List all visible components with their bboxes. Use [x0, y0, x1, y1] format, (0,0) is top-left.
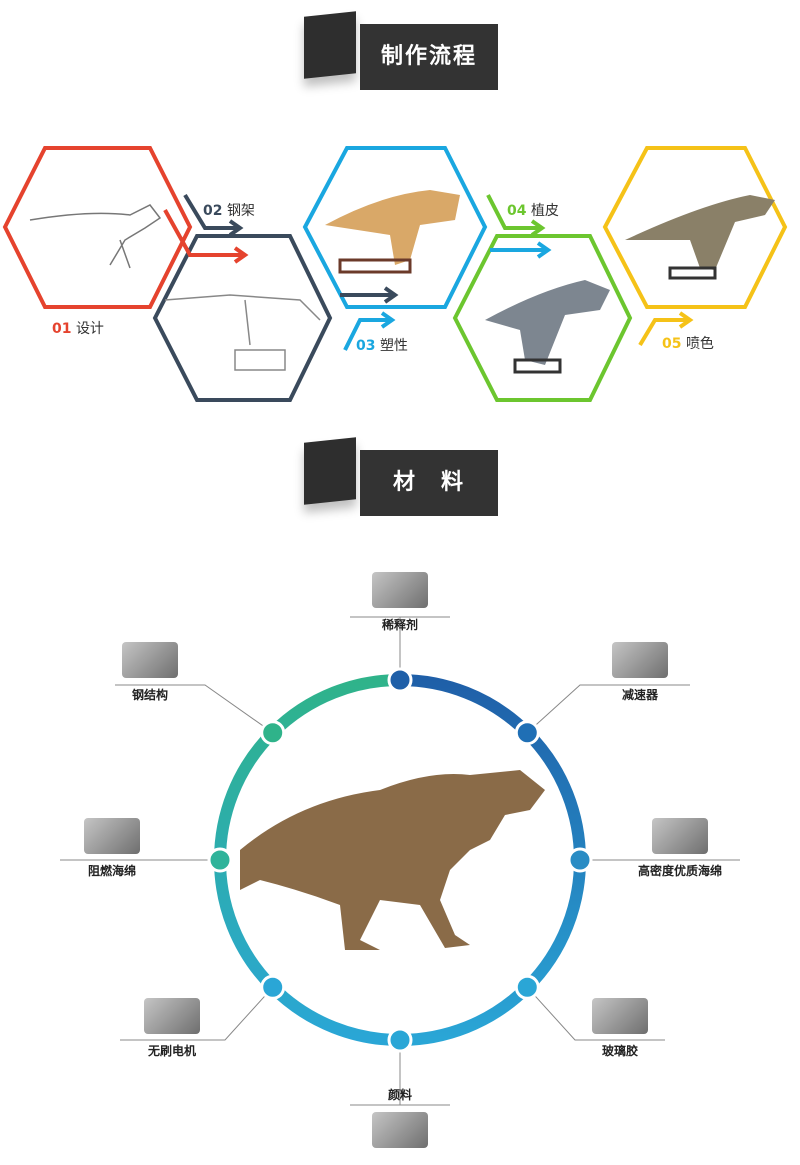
- arrow-03: [343, 318, 392, 351]
- material-label: 钢结构: [131, 688, 169, 702]
- material-node: [387, 667, 413, 693]
- process-diagram: [2, 146, 788, 402]
- fireproof-foam-icon: [84, 818, 140, 854]
- step-04-label: 04 植皮: [507, 203, 559, 219]
- hex-step-04: [452, 234, 633, 402]
- hex-step-02: [152, 234, 333, 402]
- material-connector: [526, 684, 690, 734]
- dino-sketch-image: [29, 204, 162, 269]
- thinner-cans-icon: [372, 572, 428, 608]
- dino-skin-image: [485, 280, 610, 374]
- dino-sculpt-image: [325, 190, 460, 274]
- arrow-02: [183, 193, 240, 230]
- dino-painted-image: [625, 195, 775, 280]
- step-05-label: 05 喷色: [662, 336, 714, 352]
- material-label: 高密度优质海绵: [637, 864, 723, 878]
- foam-icon: [652, 818, 708, 854]
- material-node: [207, 847, 233, 873]
- step-01-label: 01 设计: [52, 321, 104, 337]
- material-node: [260, 720, 286, 746]
- dino-frame-image: [164, 294, 321, 371]
- hex-step-03: [302, 146, 488, 309]
- arrow-05: [638, 318, 690, 347]
- material-node: [567, 847, 593, 873]
- reducer-icon: [612, 642, 668, 678]
- material-label: 无刷电机: [147, 1044, 197, 1058]
- material-label: 颜料: [387, 1088, 413, 1102]
- materials-banner: 材 料: [300, 436, 500, 528]
- material-label: 玻璃胶: [601, 1044, 639, 1058]
- arrow-01: [163, 209, 245, 257]
- step-03-label: 03 塑性: [356, 338, 408, 354]
- process-banner: 制作流程: [300, 10, 500, 102]
- materials-title: 材 料: [392, 470, 465, 495]
- trex-image: [240, 770, 545, 950]
- material-label: 稀释剂: [381, 618, 419, 632]
- process-title: 制作流程: [380, 44, 477, 69]
- hex-step-01: [2, 146, 193, 309]
- material-label: 减速器: [621, 688, 659, 702]
- arrow-04: [486, 194, 542, 230]
- step-02-label: 02 钢架: [203, 203, 255, 219]
- material-node: [260, 974, 286, 1000]
- material-node: [387, 1027, 413, 1053]
- hex-step-05: [602, 146, 788, 309]
- material-node: [514, 974, 540, 1000]
- material-node: [514, 720, 540, 746]
- sealant-tubes-icon: [592, 998, 648, 1034]
- material-label: 阻燃海绵: [87, 864, 137, 878]
- motor-icon: [144, 998, 200, 1034]
- steel-structure-icon: [122, 642, 178, 678]
- paint-set-icon: [372, 1112, 428, 1148]
